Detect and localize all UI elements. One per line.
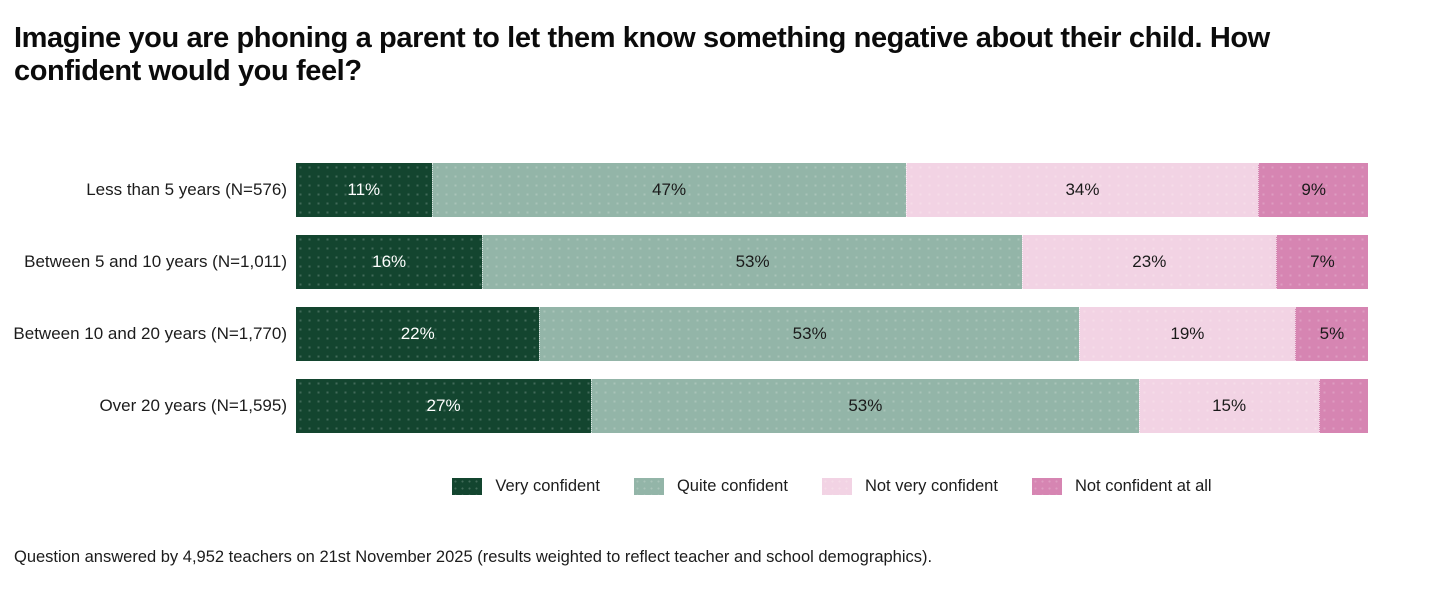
bar-segment: [1318, 379, 1368, 433]
legend-label: Quite confident: [676, 477, 788, 495]
chart-rows: Less than 5 years (N=576) 11% 47% 34% 9% Betw…: [0, 163, 1368, 433]
bar-segment: 11%: [296, 163, 432, 217]
category-label: Between 5 and 10 years (N=1,011): [24, 252, 287, 271]
legend-label: Not very confident: [864, 477, 998, 495]
bar-segment-label: 23%: [1132, 252, 1167, 271]
bar-segment-label: 16%: [372, 252, 407, 271]
bar-row: Between 5 and 10 years (N=1,011) 16% 53% 23…: [0, 235, 1368, 289]
bar-segment: 7%: [1275, 235, 1368, 289]
bar-segment: 34%: [905, 163, 1259, 217]
bar-segment-label: 22%: [400, 324, 435, 343]
bar-segment: 9%: [1258, 163, 1368, 217]
category-label: Over 20 years (N=1,595): [99, 396, 287, 415]
bar-row: Between 10 and 20 years (N=1,770) 22% 53% 1…: [0, 307, 1368, 361]
category-label: Between 10 and 20 years (N=1,770): [13, 324, 287, 343]
bar-segment-label: 47%: [652, 180, 687, 199]
legend-item: Not confident at all: [1031, 477, 1212, 496]
legend-item: Quite confident: [633, 477, 788, 496]
bar-segment-label: 53%: [735, 252, 770, 271]
legend: Very confident Quite confident Not very co…: [296, 477, 1368, 496]
bar-row: Over 20 years (N=1,595) 27% 53% 15%: [0, 379, 1368, 433]
chart-title: Imagine you are phoning a parent to let …: [14, 22, 1270, 88]
bar-segment: 23%: [1021, 235, 1276, 289]
bar-segment: 53%: [591, 379, 1139, 433]
legend-swatch-icon: [452, 478, 483, 495]
category-label: Less than 5 years (N=576): [86, 180, 287, 199]
bar-segment: 16%: [296, 235, 483, 289]
bar-segment-label: 9%: [1301, 180, 1326, 199]
bar-segment-label: 34%: [1065, 180, 1100, 199]
bar-segment: 27%: [296, 379, 592, 433]
legend-item: Very confident: [452, 477, 600, 496]
bar-segment: 53%: [539, 307, 1079, 361]
legend-swatch-icon: [821, 478, 852, 495]
footnote: Question answered by 4,952 teachers on 2…: [14, 548, 933, 566]
bar-segment: 53%: [482, 235, 1022, 289]
bar-segment-label: 11%: [347, 180, 381, 199]
bar-segment-label: 5%: [1319, 324, 1345, 343]
bar-segment-label: 19%: [1170, 324, 1205, 343]
stacked-bar: 22% 53% 19% 5%: [296, 307, 1368, 361]
stacked-bar: 11% 47% 34% 9%: [296, 163, 1368, 217]
bar-segment: 19%: [1078, 307, 1295, 361]
bar-segment-label: 27%: [426, 396, 461, 415]
stacked-bar-chart: Less than 5 years (N=576) 11% 47% 34% 9% Betw…: [0, 163, 1368, 451]
legend-item: Not very confident: [821, 477, 998, 496]
stacked-bar: 16% 53% 23% 7%: [296, 235, 1368, 289]
bar-row: Less than 5 years (N=576) 11% 47% 34% 9%: [0, 163, 1368, 217]
bar-segment: 5%: [1294, 307, 1368, 361]
stacked-bar: 27% 53% 15%: [296, 379, 1368, 433]
legend-swatch-icon: [633, 478, 664, 495]
bar-segment-label: 15%: [1212, 396, 1247, 415]
legend-label: Not confident at all: [1074, 477, 1212, 495]
legend-swatch-icon: [1031, 478, 1062, 495]
bar-segment-label: 7%: [1310, 252, 1335, 271]
bar-segment-label: 53%: [792, 324, 827, 343]
bar-segment: 47%: [431, 163, 906, 217]
bar-segment-label: 53%: [848, 396, 883, 415]
bar-segment: 15%: [1138, 379, 1319, 433]
bar-segment: 22%: [296, 307, 540, 361]
legend-label: Very confident: [495, 477, 600, 495]
